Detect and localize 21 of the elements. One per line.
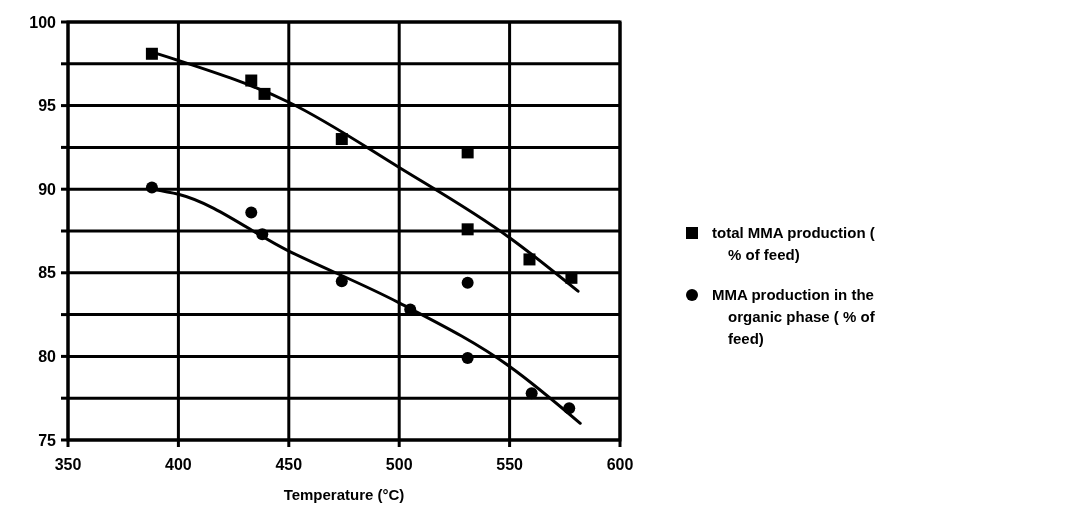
- point: [461, 276, 474, 289]
- legend-label: MMA production in the organic phase ( % of feed): [712, 286, 876, 347]
- x-tick-label: 350: [54, 456, 82, 473]
- y-tick-label: 90: [38, 180, 57, 198]
- point: [335, 133, 348, 146]
- x-tick-label: 500: [385, 456, 413, 473]
- y-tick-label: 95: [38, 97, 57, 115]
- y-tick-label: 80: [38, 348, 57, 365]
- x-tick-label: 450: [275, 456, 303, 473]
- point: [245, 206, 258, 219]
- x-tick-label: 550: [496, 456, 524, 473]
- point: [525, 387, 538, 400]
- point: [461, 223, 474, 236]
- x-tick-label: 400: [165, 456, 192, 473]
- y-tick-label: 75: [38, 431, 57, 449]
- x-axis-title: Temperature (°C): [283, 486, 405, 503]
- y-tick-label: 85: [38, 264, 57, 282]
- x-tick-label: 600: [606, 456, 634, 473]
- y-tick-label: 100: [29, 13, 57, 31]
- legend-label: total MMA production ( % of feed): [712, 224, 875, 263]
- point: [461, 352, 474, 365]
